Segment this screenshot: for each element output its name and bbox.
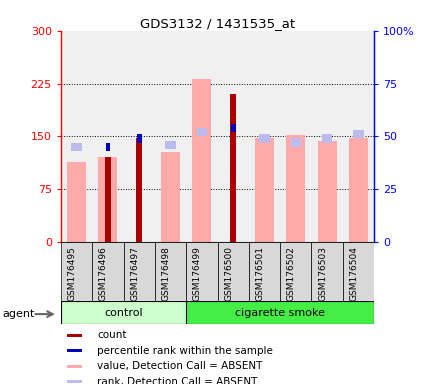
Bar: [248, 242, 279, 301]
Bar: [98, 157, 117, 242]
Bar: [71, 143, 82, 151]
Text: GSM176501: GSM176501: [255, 246, 264, 301]
Bar: [61, 301, 186, 324]
Title: GDS3132 / 1431535_at: GDS3132 / 1431535_at: [140, 17, 294, 30]
Bar: [61, 242, 92, 301]
Text: GSM176499: GSM176499: [192, 246, 201, 301]
Bar: [279, 242, 311, 301]
Text: percentile rank within the sample: percentile rank within the sample: [97, 346, 273, 356]
Text: GSM176503: GSM176503: [317, 246, 326, 301]
Bar: [67, 334, 82, 337]
Text: agent: agent: [2, 309, 34, 319]
Text: rank, Detection Call = ABSENT: rank, Detection Call = ABSENT: [97, 377, 257, 384]
Bar: [321, 134, 332, 143]
Text: GSM176500: GSM176500: [224, 246, 233, 301]
Bar: [229, 94, 236, 242]
Text: GSM176497: GSM176497: [130, 246, 139, 301]
Text: GSM176504: GSM176504: [349, 246, 358, 301]
Bar: [161, 152, 180, 242]
Bar: [348, 139, 367, 242]
Bar: [196, 128, 207, 136]
Bar: [135, 138, 142, 242]
Text: GSM176495: GSM176495: [67, 246, 76, 301]
Bar: [67, 349, 82, 352]
Bar: [342, 242, 373, 301]
Text: GSM176502: GSM176502: [286, 246, 295, 301]
Bar: [290, 139, 300, 147]
Text: GSM176498: GSM176498: [161, 246, 170, 301]
Bar: [104, 157, 111, 242]
Bar: [286, 135, 305, 242]
Bar: [317, 141, 336, 242]
Bar: [352, 130, 363, 139]
Bar: [67, 162, 86, 242]
Bar: [123, 242, 155, 301]
Text: value, Detection Call = ABSENT: value, Detection Call = ABSENT: [97, 361, 262, 371]
Bar: [67, 380, 82, 383]
Text: control: control: [104, 308, 142, 318]
Bar: [230, 124, 235, 132]
Text: cigarette smoke: cigarette smoke: [235, 308, 324, 318]
Bar: [254, 138, 273, 242]
Bar: [192, 79, 211, 242]
Bar: [165, 141, 175, 149]
Bar: [137, 134, 141, 143]
Bar: [259, 134, 269, 143]
Bar: [92, 242, 123, 301]
Bar: [155, 242, 186, 301]
Bar: [186, 242, 217, 301]
Text: GSM176496: GSM176496: [99, 246, 108, 301]
Bar: [67, 364, 82, 368]
Bar: [311, 242, 342, 301]
Bar: [105, 143, 110, 151]
Text: count: count: [97, 330, 126, 340]
Bar: [217, 242, 248, 301]
Bar: [186, 301, 373, 324]
